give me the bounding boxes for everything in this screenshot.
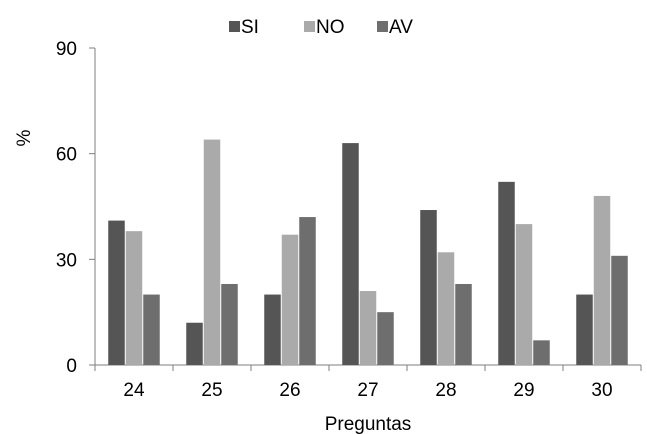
bar-no-26	[281, 234, 299, 365]
bar-si-27	[342, 143, 359, 365]
bar-no-29	[515, 224, 533, 365]
bar-av-27	[377, 312, 394, 365]
bar-si-30	[576, 294, 593, 365]
legend-swatch-si	[229, 21, 240, 32]
x-axis-label: Preguntas	[325, 414, 412, 434]
bars	[108, 139, 628, 365]
bar-av-24	[143, 294, 160, 365]
bar-no-30	[593, 195, 611, 365]
y-tick-label: 0	[66, 356, 77, 377]
bar-si-25	[186, 322, 203, 365]
bar-av-25	[221, 283, 238, 365]
y-tick-label: 30	[56, 250, 77, 271]
bar-si-26	[264, 294, 281, 365]
x-axis: 24 25 26 27 28 29 30	[94, 364, 642, 401]
legend-label-av: AV	[389, 17, 413, 38]
bar-no-24	[125, 231, 143, 365]
x-tick-label: 29	[513, 380, 534, 401]
x-tick-label: 26	[279, 380, 300, 401]
y-axis-label: %	[14, 129, 35, 146]
bar-av-28	[455, 283, 472, 365]
bar-no-25	[203, 139, 221, 365]
legend-swatch-av	[377, 21, 388, 32]
bar-av-26	[299, 217, 316, 365]
bar-no-28	[437, 252, 455, 365]
x-tick-label: 28	[435, 380, 456, 401]
bar-si-24	[108, 220, 125, 365]
legend-swatch-no	[304, 21, 315, 32]
bar-av-29	[533, 340, 550, 365]
bar-av-30	[611, 255, 628, 365]
x-tick-label: 30	[591, 380, 612, 401]
bar-si-28	[420, 210, 437, 365]
y-tick-label: 60	[56, 145, 77, 166]
x-tick-label: 24	[123, 380, 145, 401]
y-tick-label: 90	[56, 39, 77, 60]
bar-no-27	[359, 291, 377, 365]
x-tick-label: 27	[357, 380, 378, 401]
legend: SI NO AV	[229, 17, 413, 38]
bar-si-29	[498, 181, 515, 365]
y-axis: 0 30 60 90	[56, 39, 96, 377]
legend-label-si: SI	[241, 17, 259, 38]
x-tick-label: 25	[201, 380, 222, 401]
legend-label-no: NO	[316, 17, 345, 38]
